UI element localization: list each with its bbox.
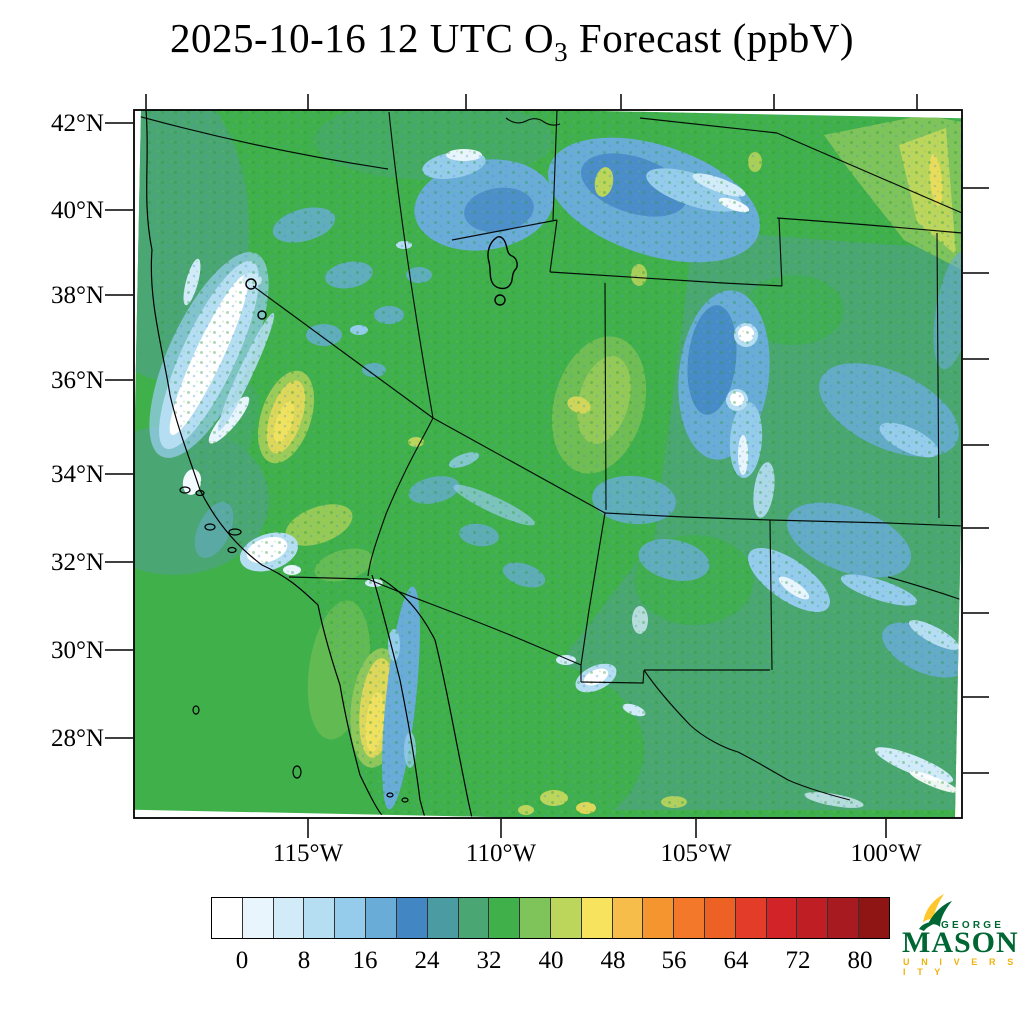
colorbar-cell bbox=[335, 898, 367, 938]
colorbar-tick-32: 32 bbox=[476, 947, 502, 974]
colorbar-cell bbox=[212, 898, 243, 938]
title-subscript: 3 bbox=[554, 37, 569, 68]
gmu-logo-university: U N I V E R S I T Y bbox=[903, 957, 1018, 977]
colorbar-cell bbox=[366, 898, 397, 938]
colorbar-cell bbox=[458, 898, 490, 938]
colorbar-cell bbox=[859, 898, 889, 938]
lat-label-28n: 28°N bbox=[50, 725, 104, 752]
lat-label-34n: 34°N bbox=[50, 461, 104, 488]
colorbar-tick-80: 80 bbox=[847, 947, 873, 974]
gmu-logo: GEORGE MASON U N I V E R S I T Y bbox=[897, 893, 1019, 977]
colorbar-cell bbox=[304, 898, 336, 938]
colorbar-tick-24: 24 bbox=[414, 947, 440, 974]
colorbar-cell bbox=[550, 898, 582, 938]
gmu-logo-mason: MASON bbox=[902, 926, 1019, 959]
colorbar-tick-8: 8 bbox=[297, 947, 311, 974]
colorbar-cell bbox=[273, 898, 305, 938]
gmu-flame-icon bbox=[919, 894, 952, 931]
lat-label-30n: 30°N bbox=[50, 637, 104, 664]
lon-label-110w: 110°W bbox=[465, 840, 537, 867]
colorbar-tick-16: 16 bbox=[352, 947, 378, 974]
colorbar-tick-64: 64 bbox=[723, 947, 749, 974]
title-prefix: 2025-10-16 12 UTC O bbox=[170, 15, 555, 61]
colorbar-cell bbox=[705, 898, 736, 938]
lat-label-40n: 40°N bbox=[50, 197, 104, 224]
colorbar-cell bbox=[612, 898, 644, 938]
lat-label-42n: 42°N bbox=[50, 110, 104, 137]
page-title: 2025-10-16 12 UTC O3 Forecast (ppbV) bbox=[0, 14, 1024, 66]
colorbar-tick-72: 72 bbox=[785, 947, 811, 974]
colorbar-cell bbox=[489, 898, 521, 938]
colorbar-cell bbox=[643, 898, 675, 938]
lon-label-115w: 115°W bbox=[272, 840, 344, 867]
gmu-logo-george: GEORGE bbox=[941, 920, 1005, 931]
colorbar-tick-48: 48 bbox=[600, 947, 626, 974]
colorbar-cell bbox=[828, 898, 860, 938]
lat-label-38n: 38°N bbox=[50, 282, 104, 309]
title-suffix: Forecast (ppbV) bbox=[568, 15, 854, 61]
colorbar-tick-56: 56 bbox=[661, 947, 687, 974]
colorbar-cell bbox=[242, 898, 274, 938]
colorbar-cell bbox=[674, 898, 705, 938]
colorbar-cell bbox=[766, 898, 798, 938]
lat-label-36n: 36°N bbox=[50, 367, 104, 394]
lat-label-32n: 32°N bbox=[50, 549, 104, 576]
lon-label-105w: 105°W bbox=[660, 840, 732, 867]
ozone-field-svg bbox=[134, 110, 962, 818]
forecast-map bbox=[134, 110, 962, 818]
colorbar-cell bbox=[581, 898, 613, 938]
colorbar-cell bbox=[735, 898, 767, 938]
colorbar-cell bbox=[396, 898, 428, 938]
colorbar-cell bbox=[520, 898, 551, 938]
model-domain bbox=[134, 110, 962, 818]
colorbar-tick-40: 40 bbox=[538, 947, 564, 974]
colorbar-cell bbox=[427, 898, 459, 938]
colorbar-tick-0: 0 bbox=[235, 947, 249, 974]
colorbar bbox=[211, 897, 890, 939]
lon-label-100w: 100°W bbox=[850, 840, 922, 867]
colorbar-cell bbox=[797, 898, 829, 938]
